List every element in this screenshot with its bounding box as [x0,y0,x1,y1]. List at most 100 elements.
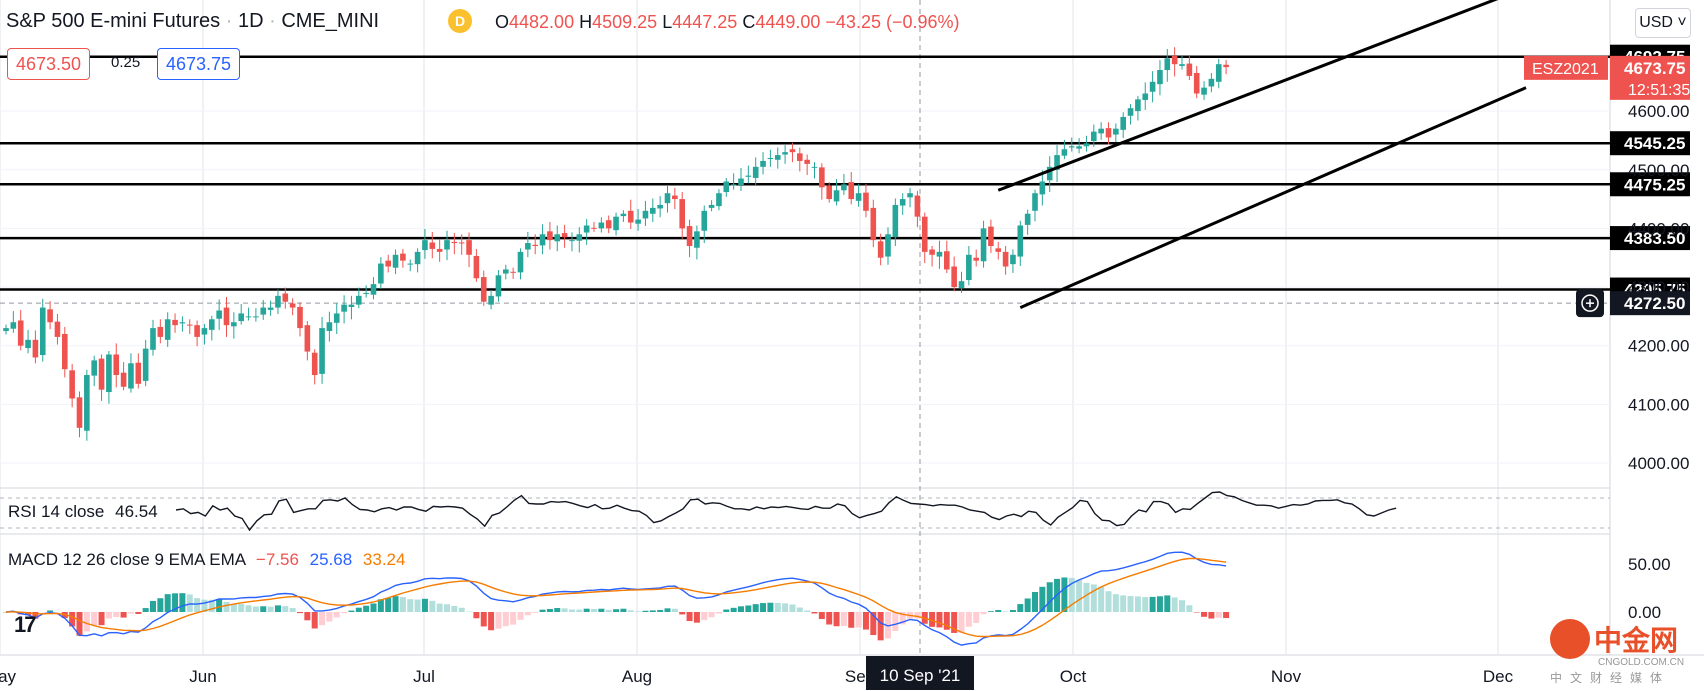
candle-body [69,370,75,399]
macd-histogram-bar [502,612,509,627]
candle-body [304,325,311,352]
candle-body [503,269,509,274]
candle-body [539,234,546,246]
candle-body [877,241,884,258]
candle-body [745,175,752,177]
watermark: 中金网 CNGOLD.COM.CN 中文财经媒体 [1550,617,1700,687]
sell-button[interactable]: 4673.50 [7,48,91,80]
macd-histogram-bar [1127,596,1134,612]
macd-histogram-bar [98,612,105,626]
macd-histogram-bar [186,594,193,612]
close-label: C [742,12,756,32]
y-tick-label: 4500.00 [1628,161,1689,180]
macd-histogram-bar [289,608,296,612]
macd-histogram-bar [135,612,142,614]
macd-histogram-bar [83,612,90,632]
candle-body [466,240,472,255]
macd-histogram-bar [429,600,436,612]
macd-histogram-bar [862,612,869,630]
level-tag-label: 4475.25 [1624,175,1685,194]
candle-body [1171,55,1178,65]
buy-button[interactable]: 4673.75 [157,48,241,80]
macd-histogram-bar [620,608,627,612]
macd-histogram-bar [495,612,502,629]
macd-histogram-bar [69,612,76,627]
macd-histogram-bar [517,612,524,620]
macd-histogram-bar [179,593,186,612]
macd-histogram-bar [524,612,531,616]
symbol-tag-label: ESZ2021 [1532,61,1599,78]
macd-histogram-bar [172,593,179,612]
candle-body [576,234,583,241]
macd-histogram-bar [385,597,392,612]
macd-histogram-bar [760,603,767,612]
candle-body [738,178,744,185]
candle-body [1208,78,1215,87]
candle-body [172,319,178,326]
candle-body [341,304,347,312]
candle-body [25,339,31,349]
macd-histogram-bar [282,606,289,612]
bar-countdown: 12:51:35 [1628,82,1690,99]
macd-histogram-bar [767,602,774,612]
macd-histogram-bar [421,598,428,612]
macd-histogram-bar [833,612,840,627]
macd-histogram-bar [267,606,274,612]
macd-histogram-bar [532,612,539,613]
watermark-tagline: 中文财经媒体 [1550,671,1671,685]
candle-body [1098,128,1104,134]
candle-body [1135,99,1141,112]
candle-body [899,199,906,206]
open-value: 4482.00 [509,12,575,32]
candle-body [583,225,590,233]
y-tick-label: 4200.00 [1628,337,1689,356]
macd-histogram-bar [407,599,414,612]
candle-body [826,185,832,200]
candle-body [885,234,891,257]
macd-histogram-bar [936,612,943,628]
macd-histogram-bar [260,606,267,612]
candle-body [561,233,568,238]
symbol-interval[interactable]: 1D [237,10,264,32]
candle-body [716,193,722,207]
macd-histogram-bar [157,598,164,612]
macd-histogram-bar [1215,612,1222,618]
currency-select[interactable]: USD ˅ [1635,8,1691,38]
x-tick-label: Oct [1060,667,1087,686]
candle-body [319,328,325,374]
candle-body [1105,128,1112,138]
symbol-header[interactable]: S&P 500 E-mini Futures · 1D · CME_MINI [6,10,380,32]
rsi-legend[interactable]: RSI 14 close 46.54 [8,502,158,522]
tradingview-logo[interactable]: 17 [14,612,37,637]
change-value: −43.25 (−0.96%) [825,12,960,32]
macd-histogram-bar [363,605,370,612]
macd-histogram-bar [561,608,568,612]
macd-legend[interactable]: MACD 12 26 close 9 EMA EMA −7.56 25.68 3… [8,550,405,570]
candle-body [605,220,612,229]
candle-body [936,251,943,257]
macd-histogram-bar [804,610,811,612]
symbol-tag [1524,55,1608,80]
macd-histogram-bar [752,604,759,612]
macd-histogram-bar [201,599,208,612]
macd-histogram-bar [480,612,487,627]
candle-body [91,360,97,376]
candle-body [363,292,369,294]
macd-histogram-bar [127,612,134,614]
plus-circle-icon [1581,294,1599,312]
channel-line [997,0,1499,192]
macd-histogram-bar [164,594,171,612]
macd-histogram-bar [1068,577,1075,612]
candle-body [223,307,230,326]
candle-body [473,255,480,279]
candle-body [356,295,362,305]
macd-histogram-bar [613,609,620,612]
macd-histogram-bar [223,601,230,612]
macd-histogram-bar [1090,584,1097,612]
candle-body [326,322,333,332]
macd-histogram-bar [1223,612,1230,618]
candle-body [1215,64,1222,82]
delayed-data-badge[interactable]: D [448,9,472,33]
macd-histogram-bar [782,603,789,612]
